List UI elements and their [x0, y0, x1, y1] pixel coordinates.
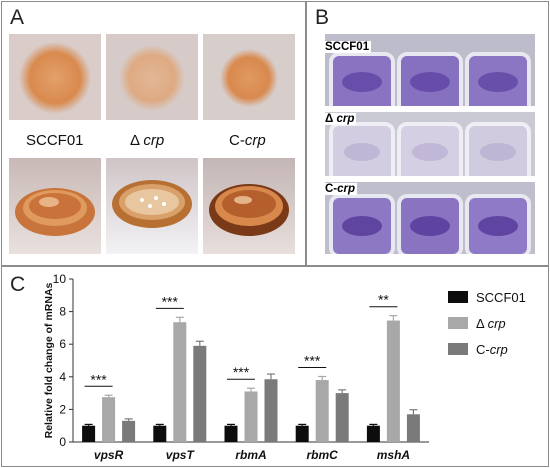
biofilm-photo-sccf01 [9, 158, 101, 254]
legend-swatch [448, 291, 468, 303]
crystal-violet-row-sccf01 [325, 34, 535, 106]
caption-sccf01: SCCF01 [26, 132, 84, 149]
significance-label: ** [378, 292, 389, 308]
panel-b-label: B [315, 6, 330, 29]
significance-label: *** [90, 371, 107, 387]
bar [335, 393, 349, 442]
colony-photo-c-crp [203, 34, 295, 120]
bar [173, 322, 187, 442]
bar [366, 425, 380, 442]
bar [193, 345, 207, 442]
row-label-c-crp: C-crp [323, 183, 358, 195]
y-tick-label: 4 [59, 370, 66, 384]
x-tick-label: vpsR [94, 448, 124, 462]
bar [386, 320, 400, 442]
bar [406, 414, 420, 442]
crystal-violet-row-c-crp [325, 182, 535, 254]
y-axis-label: Relative fold change of mRNAs [43, 282, 55, 438]
legend-label: Δ crp [476, 316, 506, 331]
x-tick-label: mshA [377, 448, 410, 462]
bar [122, 420, 136, 442]
x-tick-label: vpsT [166, 448, 196, 462]
panel-b: B [306, 1, 549, 266]
biofilm-photo-c-crp [203, 158, 295, 254]
legend-swatch [448, 343, 468, 355]
bar [264, 379, 278, 442]
bar [82, 425, 96, 442]
colony-photo-delta-crp [106, 34, 198, 120]
y-tick-label: 6 [59, 337, 66, 351]
y-tick-label: 8 [59, 305, 66, 319]
bar [224, 425, 238, 442]
bar [102, 397, 116, 442]
significance-label: *** [233, 364, 250, 380]
panel-c-label: C [10, 273, 26, 296]
x-tick-label: rbmA [235, 448, 266, 462]
row-label-sccf01: SCCF01 [323, 41, 372, 53]
y-tick-label: 10 [53, 272, 67, 286]
x-tick-label: rbmC [307, 448, 339, 462]
bar [295, 425, 309, 442]
caption-delta-crp: Δ crp [130, 132, 165, 149]
biofilm-photo-delta-crp [106, 158, 198, 254]
bar [153, 425, 167, 442]
panel-a-label: A [10, 6, 25, 29]
crystal-violet-row-delta-crp [325, 112, 535, 176]
y-tick-label: 2 [59, 402, 66, 416]
legend-swatch [448, 317, 468, 329]
panel-c: C 0 2 4 6 8 10 Relative fold change of mRNAs vp… [1, 266, 549, 467]
significance-label: *** [304, 353, 321, 369]
row-label-delta-crp: Δ crp [323, 113, 357, 125]
legend-label: C-crp [476, 342, 508, 357]
colony-photo-sccf01 [9, 34, 101, 120]
legend-label: SCCF01 [476, 290, 526, 305]
bar [244, 391, 258, 442]
y-tick-label: 0 [59, 435, 66, 449]
bar [315, 380, 329, 442]
panel-a: A SCCF01 Δ crp C-crp [1, 1, 306, 266]
caption-c-crp: C-crp [229, 132, 266, 149]
significance-label: *** [162, 293, 179, 309]
